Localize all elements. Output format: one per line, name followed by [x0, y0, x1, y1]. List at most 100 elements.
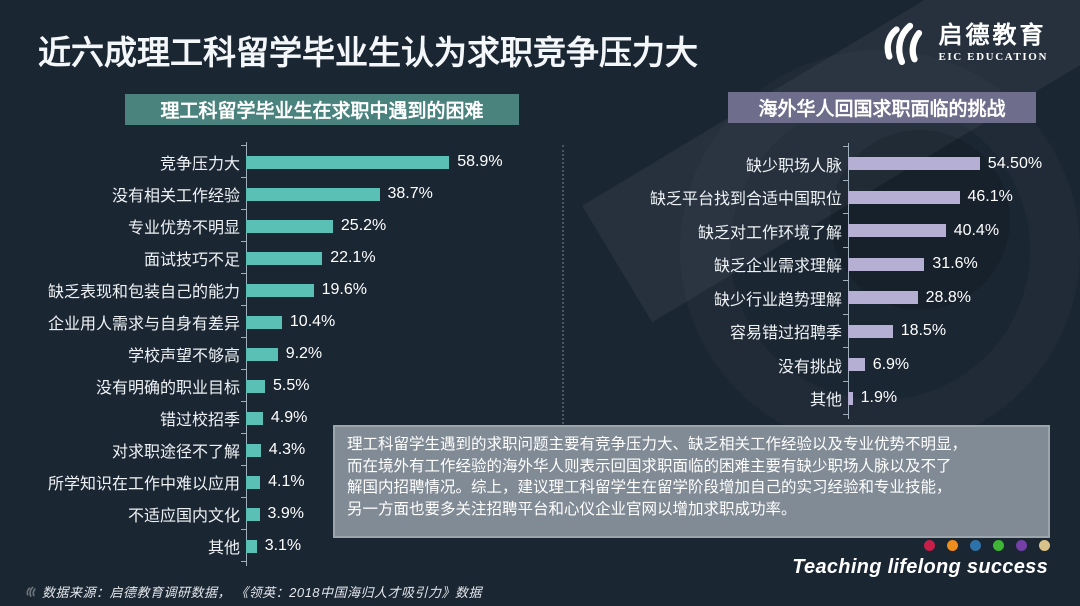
- axis-tick: [843, 380, 848, 382]
- category-label: 对求职途径不了解: [111, 444, 240, 461]
- category-label: 不适应国内文化: [127, 508, 240, 525]
- brand-dot: [947, 540, 958, 551]
- axis-tick: [241, 401, 246, 402]
- category-label: 缺乏平台找到合适中国职位: [649, 191, 842, 209]
- axis-tick: [843, 146, 848, 147]
- right-chart-title: 海外华人回国求职面临的挑战: [728, 92, 1036, 123]
- bar: [848, 157, 980, 171]
- bar: [246, 283, 314, 297]
- category-label: 缺少职场人脉: [745, 157, 842, 175]
- bar-row: 竞争压力大 58.9%: [40, 146, 530, 178]
- bar: [848, 257, 925, 271]
- bar: [246, 443, 261, 457]
- value-label: 9.2%: [285, 345, 323, 362]
- bar-row: 所学知识在工作中难以应用 4.1%: [40, 466, 530, 498]
- value-label: 38.7%: [387, 185, 433, 202]
- value-label: 28.8%: [925, 288, 971, 306]
- bar: [246, 475, 261, 489]
- bar: [246, 187, 380, 201]
- brand-tagline: Teaching lifelong success: [792, 556, 1048, 578]
- axis-tick: [241, 369, 246, 370]
- brand-dot: [1039, 540, 1050, 551]
- value-label: 4.3%: [268, 441, 306, 458]
- category-label: 缺乏表现和包装自己的能力: [47, 284, 240, 301]
- axis-tick: [843, 347, 848, 348]
- bar: [246, 315, 282, 329]
- bar-row: 学校声望不够高 9.2%: [40, 338, 530, 370]
- brand-name-en: EIC EDUCATION: [938, 51, 1048, 64]
- axis-tick: [843, 246, 848, 248]
- bar: [246, 379, 265, 393]
- bar: [246, 155, 450, 169]
- axis-tick: [843, 213, 848, 214]
- bar-row: 缺乏表现和包装自己的能力 19.6%: [40, 274, 530, 306]
- bar: [848, 391, 853, 405]
- bar-row: 企业用人需求与自身有差异 10.4%: [40, 306, 530, 338]
- bar: [246, 219, 333, 233]
- value-label: 4.1%: [268, 473, 305, 490]
- value-label: 54.50%: [987, 154, 1043, 172]
- axis-tick: [241, 305, 246, 306]
- mini-logo-icon: [24, 585, 37, 598]
- bar: [246, 539, 257, 553]
- axis-tick: [241, 241, 246, 242]
- bar: [848, 291, 918, 305]
- axis-tick: [843, 280, 848, 281]
- axis-tick: [241, 465, 246, 466]
- left-chart-title: 理工科留学毕业生在求职中遇到的困难: [125, 94, 519, 125]
- value-label: 4.9%: [270, 409, 308, 426]
- bar-row: 其他 1.9%: [610, 382, 1072, 416]
- brand-dot: [1016, 540, 1027, 551]
- axis-tick: [241, 177, 246, 178]
- axis-tick: [843, 179, 848, 181]
- value-label: 19.6%: [321, 281, 367, 298]
- bar-row: 其他 3.1%: [40, 530, 530, 562]
- brand-dot: [993, 540, 1004, 551]
- category-label: 所学知识在工作中难以应用: [47, 476, 240, 493]
- category-label: 没有相关工作经验: [111, 188, 240, 205]
- bar: [246, 347, 278, 361]
- axis-tick: [843, 313, 848, 315]
- bar: [848, 224, 946, 238]
- bar: [246, 411, 263, 425]
- charts-divider-dotted-line: [562, 145, 564, 440]
- category-label: 竞争压力大: [159, 156, 240, 173]
- right-chart-axis: [843, 143, 849, 419]
- value-label: 58.9%: [457, 153, 503, 170]
- bar-row: 没有明确的职业目标 5.5%: [40, 370, 530, 402]
- brand-dots: [924, 540, 1050, 551]
- value-label: 31.6%: [932, 255, 978, 273]
- bar: [848, 190, 960, 204]
- axis-tick: [241, 433, 246, 434]
- value-label: 22.1%: [330, 249, 376, 266]
- axis-tick: [241, 209, 246, 210]
- value-label: 18.5%: [900, 322, 947, 340]
- value-label: 6.9%: [872, 355, 910, 373]
- bar: [246, 251, 323, 265]
- value-label: 5.5%: [273, 377, 310, 394]
- bar: [246, 507, 260, 521]
- bar-row: 错过校招季 4.9%: [40, 402, 530, 434]
- brand-logo-text: 启德教育 EIC EDUCATION: [938, 22, 1048, 64]
- axis-tick: [241, 497, 246, 498]
- summary-text-box: 理工科留学生遇到的求职问题主要有竞争压力大、缺乏相关工作经验以及专业优势不明显，…: [333, 425, 1050, 538]
- axis-tick: [241, 337, 246, 338]
- value-label: 25.2%: [340, 217, 387, 234]
- category-label: 专业优势不明显: [127, 220, 240, 237]
- category-label: 没有挑战: [777, 358, 842, 376]
- left-bar-chart: 竞争压力大 58.9% 没有相关工作经验 38.7% 专业优势不明显 25.2% 面试技巧不…: [40, 142, 530, 566]
- category-label: 其他: [207, 540, 240, 557]
- category-label: 没有明确的职业目标: [95, 380, 240, 397]
- category-label: 其他: [809, 392, 842, 410]
- eic-logo-icon: [874, 16, 928, 70]
- brand-dot: [924, 540, 935, 551]
- bar-row: 缺乏平台找到合适中国职位 46.1%: [610, 181, 1072, 215]
- bar-row: 缺少行业趋势理解 28.8%: [610, 281, 1072, 315]
- axis-tick: [843, 414, 848, 415]
- category-label: 缺乏企业需求理解: [713, 258, 842, 276]
- value-label: 40.4%: [953, 221, 1000, 239]
- axis-tick: [241, 273, 246, 274]
- axis-tick: [241, 561, 246, 562]
- category-label: 缺乏对工作环境了解: [697, 224, 842, 242]
